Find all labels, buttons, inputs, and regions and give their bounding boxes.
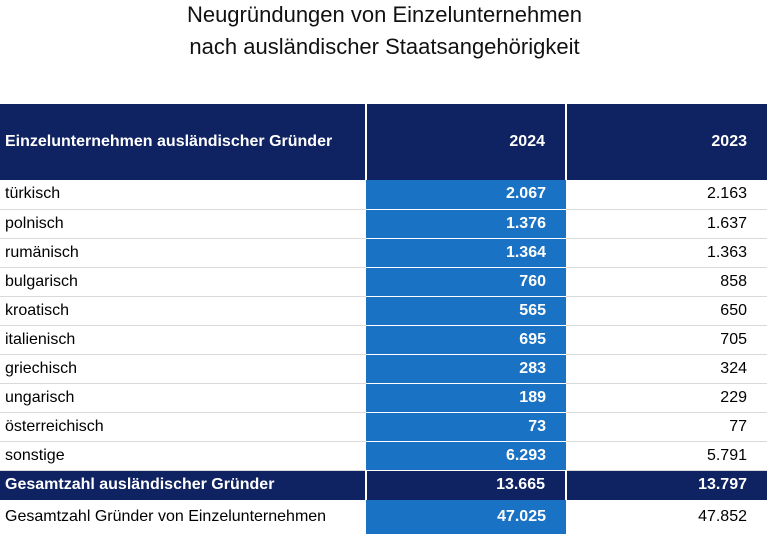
table-row: sonstige 6.293 5.791: [0, 441, 767, 471]
table-row: österreichisch 73 77: [0, 412, 767, 442]
table-row: griechisch 283 324: [0, 354, 767, 384]
grand-total-value-2024: 47.025: [366, 500, 566, 534]
row-label: polnisch: [0, 209, 366, 239]
grand-total-value-2023: 47.852: [698, 508, 747, 525]
value-2023: 858: [566, 267, 767, 297]
column-header-label: Einzelunternehmen ausländischer Gründer: [0, 104, 367, 180]
table-row: bulgarisch 760 858: [0, 267, 767, 297]
row-label: österreichisch: [0, 412, 366, 442]
value-2023: 2.163: [566, 180, 767, 210]
row-label: kroatisch: [0, 296, 366, 326]
value-2023: 77: [566, 412, 767, 442]
column-header-2023: 2023: [566, 104, 767, 180]
row-label: sonstige: [0, 441, 366, 471]
grand-total-row: Gesamtzahl Gründer von Einzelunternehmen…: [0, 500, 767, 534]
total-value-2023: 13.797: [565, 470, 767, 500]
value-2024: 565: [366, 296, 566, 326]
table-row: rumänisch 1.364 1.363: [0, 238, 767, 268]
value-2024: 760: [366, 267, 566, 297]
value-2023: 229: [566, 383, 767, 413]
table-row: kroatisch 565 650: [0, 296, 767, 326]
row-label: bulgarisch: [0, 267, 366, 297]
value-2023: 1.637: [566, 209, 767, 239]
value-2024: 73: [366, 412, 566, 442]
data-table: Einzelunternehmen ausländischer Gründer …: [0, 104, 767, 534]
total-label: Gesamtzahl ausländischer Gründer: [0, 470, 366, 500]
value-2024: 6.293: [366, 441, 566, 471]
value-2023: 650: [566, 296, 767, 326]
value-2023: 324: [566, 354, 767, 384]
value-2024: 189: [366, 383, 566, 413]
value-2024: 2.067: [366, 180, 566, 210]
value-2024: 1.364: [366, 238, 566, 268]
table-row: türkisch 2.067 2.163: [0, 180, 767, 210]
value-2024: 695: [366, 325, 566, 355]
table-row: polnisch 1.376 1.637: [0, 209, 767, 239]
value-2023: 705: [566, 325, 767, 355]
column-header-2024: 2024: [366, 104, 567, 180]
row-label: italienisch: [0, 325, 366, 355]
total-row: Gesamtzahl ausländischer Gründer 13.665 13…: [0, 470, 767, 500]
title-line-2: nach ausländischer Staatsangehörigkeit: [189, 34, 580, 59]
table-row: ungarisch 189 229: [0, 383, 767, 413]
title-line-1: Neugründungen von Einzelunternehmen: [186, 2, 583, 27]
row-label: griechisch: [0, 354, 366, 384]
total-value-2024: 13.665: [365, 470, 566, 500]
value-2024: 283: [366, 354, 566, 384]
table-row: italienisch 695 705: [0, 325, 767, 355]
value-2023: 1.363: [566, 238, 767, 268]
row-label: ungarisch: [0, 383, 366, 413]
table-header: Einzelunternehmen ausländischer Gründer …: [0, 104, 767, 180]
value-2024: 1.376: [366, 209, 566, 239]
value-2023: 5.791: [566, 441, 767, 471]
row-label: rumänisch: [0, 238, 366, 268]
row-label: türkisch: [0, 180, 366, 210]
grand-total-label: Gesamtzahl Gründer von Einzelunternehmen: [5, 508, 327, 525]
